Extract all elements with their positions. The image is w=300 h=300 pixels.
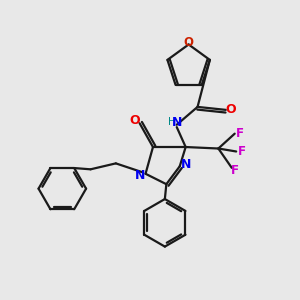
Text: O: O xyxy=(129,114,140,127)
Text: F: F xyxy=(231,164,239,177)
Text: O: O xyxy=(184,37,194,50)
Text: N: N xyxy=(181,158,191,171)
Text: F: F xyxy=(236,127,244,140)
Text: H: H xyxy=(167,117,175,128)
Text: N: N xyxy=(172,116,182,129)
Text: O: O xyxy=(226,103,236,116)
Text: F: F xyxy=(238,145,245,158)
Text: N: N xyxy=(134,169,145,182)
